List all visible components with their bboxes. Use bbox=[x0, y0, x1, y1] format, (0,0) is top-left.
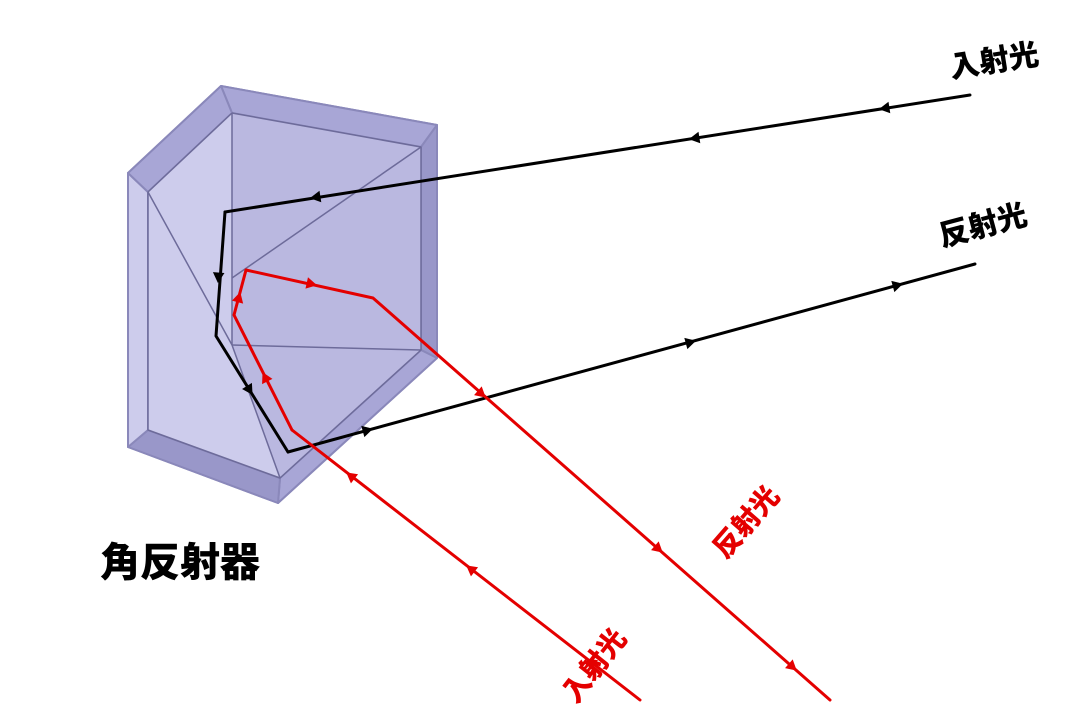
ref-blk: 反射光 bbox=[933, 190, 1031, 256]
title: 角反射器 bbox=[100, 530, 260, 588]
inc-red: 入射光 bbox=[552, 619, 635, 710]
diagram-stage: 角反射器入射光反射光入射光反射光 bbox=[0, 0, 1080, 720]
inc-blk: 入射光 bbox=[946, 29, 1042, 87]
ref-red: 反射光 bbox=[702, 476, 787, 566]
